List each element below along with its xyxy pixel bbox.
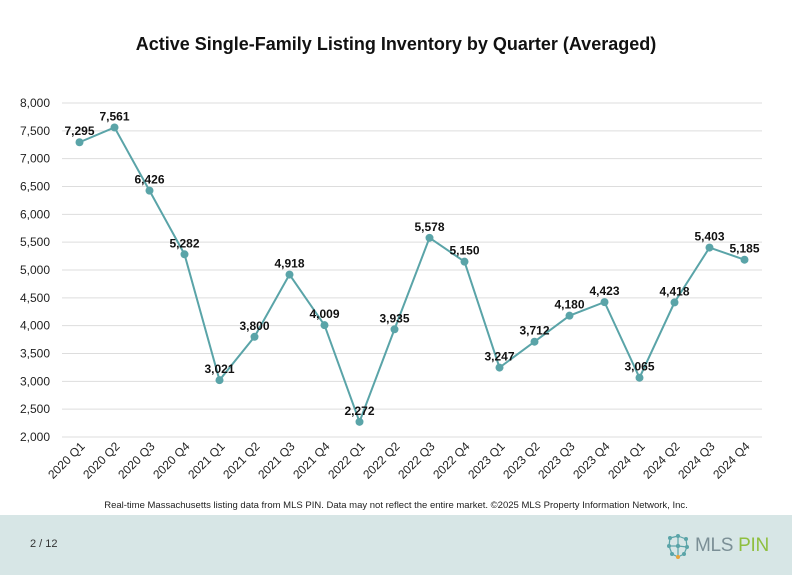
- data-label: 5,150: [449, 244, 479, 258]
- y-tick-label: 8,000: [20, 96, 50, 110]
- data-point: [460, 257, 469, 266]
- y-tick-label: 4,500: [20, 291, 50, 305]
- y-tick-label: 3,500: [20, 347, 50, 361]
- data-label: 5,403: [694, 230, 724, 244]
- data-label: 3,021: [204, 362, 234, 376]
- data-point: [565, 311, 574, 320]
- x-tick-label: 2023 Q1: [465, 439, 508, 482]
- y-tick-label: 5,500: [20, 235, 50, 249]
- data-label: 4,918: [274, 257, 304, 271]
- data-point: [180, 250, 189, 259]
- data-point: [425, 233, 434, 242]
- data-label: 5,185: [729, 242, 759, 256]
- data-label: 3,712: [519, 324, 549, 338]
- data-point: [600, 298, 609, 307]
- data-point: [495, 363, 504, 372]
- x-tick-label: 2024 Q2: [640, 439, 683, 482]
- data-point: [250, 332, 259, 341]
- y-tick-label: 7,000: [20, 152, 50, 166]
- data-point: [145, 186, 154, 195]
- x-tick-label: 2020 Q1: [45, 439, 88, 482]
- data-point: [215, 376, 224, 385]
- data-label: 3,935: [379, 311, 409, 325]
- x-tick-label: 2022 Q3: [395, 439, 438, 482]
- x-tick-label: 2022 Q1: [325, 439, 368, 482]
- mls-pin-network-icon: [667, 534, 689, 559]
- data-point: [705, 243, 714, 252]
- data-point: [285, 270, 294, 279]
- x-tick-label: 2021 Q2: [220, 439, 263, 482]
- data-point: [320, 321, 329, 330]
- source-note: Real-time Massachusetts listing data fro…: [104, 500, 688, 511]
- page-number: 2 / 12: [30, 538, 58, 550]
- data-point: [740, 255, 749, 264]
- x-tick-label: 2023 Q2: [500, 439, 543, 482]
- chart-title: Active Single-Family Listing Inventory b…: [135, 34, 657, 54]
- data-label: 7,561: [99, 109, 129, 123]
- mls-pin-logo: MLS PIN: [664, 531, 769, 561]
- y-tick-label: 5,000: [20, 263, 50, 277]
- data-point: [635, 373, 644, 382]
- x-tick-label: 2020 Q2: [80, 439, 123, 482]
- data-label: 2,272: [344, 404, 374, 418]
- data-point: [75, 138, 84, 147]
- line-chart: 2,000 2,500 3,000 3,500 4,000 4,500 5,000 5,500…: [20, 96, 762, 482]
- y-tick-label: 7,500: [20, 124, 50, 138]
- x-tick-label: 2023 Q4: [570, 439, 613, 482]
- logo-text-pin: PIN: [738, 535, 769, 556]
- data-label: 4,418: [659, 284, 689, 298]
- y-tick-label: 4,000: [20, 319, 50, 333]
- data-label: 4,009: [309, 307, 339, 321]
- x-tick-label: 2021 Q3: [255, 439, 298, 482]
- data-label: 7,295: [64, 124, 94, 138]
- y-tick-label: 6,500: [20, 180, 50, 194]
- y-tick-label: 2,500: [20, 402, 50, 416]
- data-label: 3,800: [239, 319, 269, 333]
- x-tick-label: 2021 Q4: [290, 439, 333, 482]
- series-line: [79, 126, 745, 425]
- x-tick-label: 2022 Q2: [360, 439, 403, 482]
- y-tick-label: 2,000: [20, 430, 50, 444]
- footer: 2 / 12: [0, 515, 792, 575]
- x-tick-label: 2020 Q4: [150, 439, 193, 482]
- data-label: 3,065: [624, 360, 654, 374]
- data-point: [355, 417, 364, 426]
- x-tick-label: 2021 Q1: [185, 439, 228, 482]
- data-label: 3,247: [484, 350, 514, 364]
- y-tick-label: 3,000: [20, 374, 50, 388]
- data-label: 4,180: [554, 298, 584, 312]
- data-point: [110, 123, 119, 132]
- x-tick-label: 2022 Q4: [430, 439, 473, 482]
- x-tick-label: 2020 Q3: [115, 439, 158, 482]
- x-tick-label: 2024 Q1: [605, 439, 648, 482]
- y-tick-label: 6,000: [20, 207, 50, 221]
- data-label: 6,426: [134, 173, 164, 187]
- data-point: [670, 298, 679, 307]
- data-label: 5,578: [414, 220, 444, 234]
- logo-text-mls: MLS: [695, 535, 734, 556]
- x-tick-label: 2024 Q4: [710, 439, 753, 482]
- x-tick-label: 2024 Q3: [675, 439, 718, 482]
- data-point: [390, 325, 399, 334]
- x-tick-label: 2023 Q3: [535, 439, 578, 482]
- data-label: 4,423: [589, 284, 619, 298]
- data-point: [530, 337, 539, 346]
- logo-text: MLS PIN: [695, 535, 769, 557]
- data-label: 5,282: [169, 236, 199, 250]
